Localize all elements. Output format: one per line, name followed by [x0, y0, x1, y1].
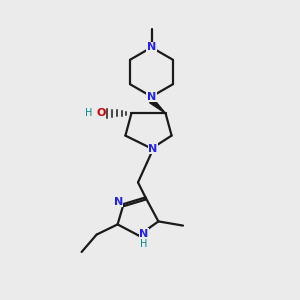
Text: H: H — [140, 239, 148, 249]
Polygon shape — [150, 99, 166, 113]
Text: N: N — [148, 143, 158, 154]
Text: N: N — [147, 92, 156, 102]
Text: H: H — [85, 108, 92, 118]
Text: N: N — [140, 229, 148, 239]
Text: N: N — [147, 42, 156, 52]
Text: N: N — [114, 196, 123, 207]
Text: O: O — [96, 108, 106, 118]
